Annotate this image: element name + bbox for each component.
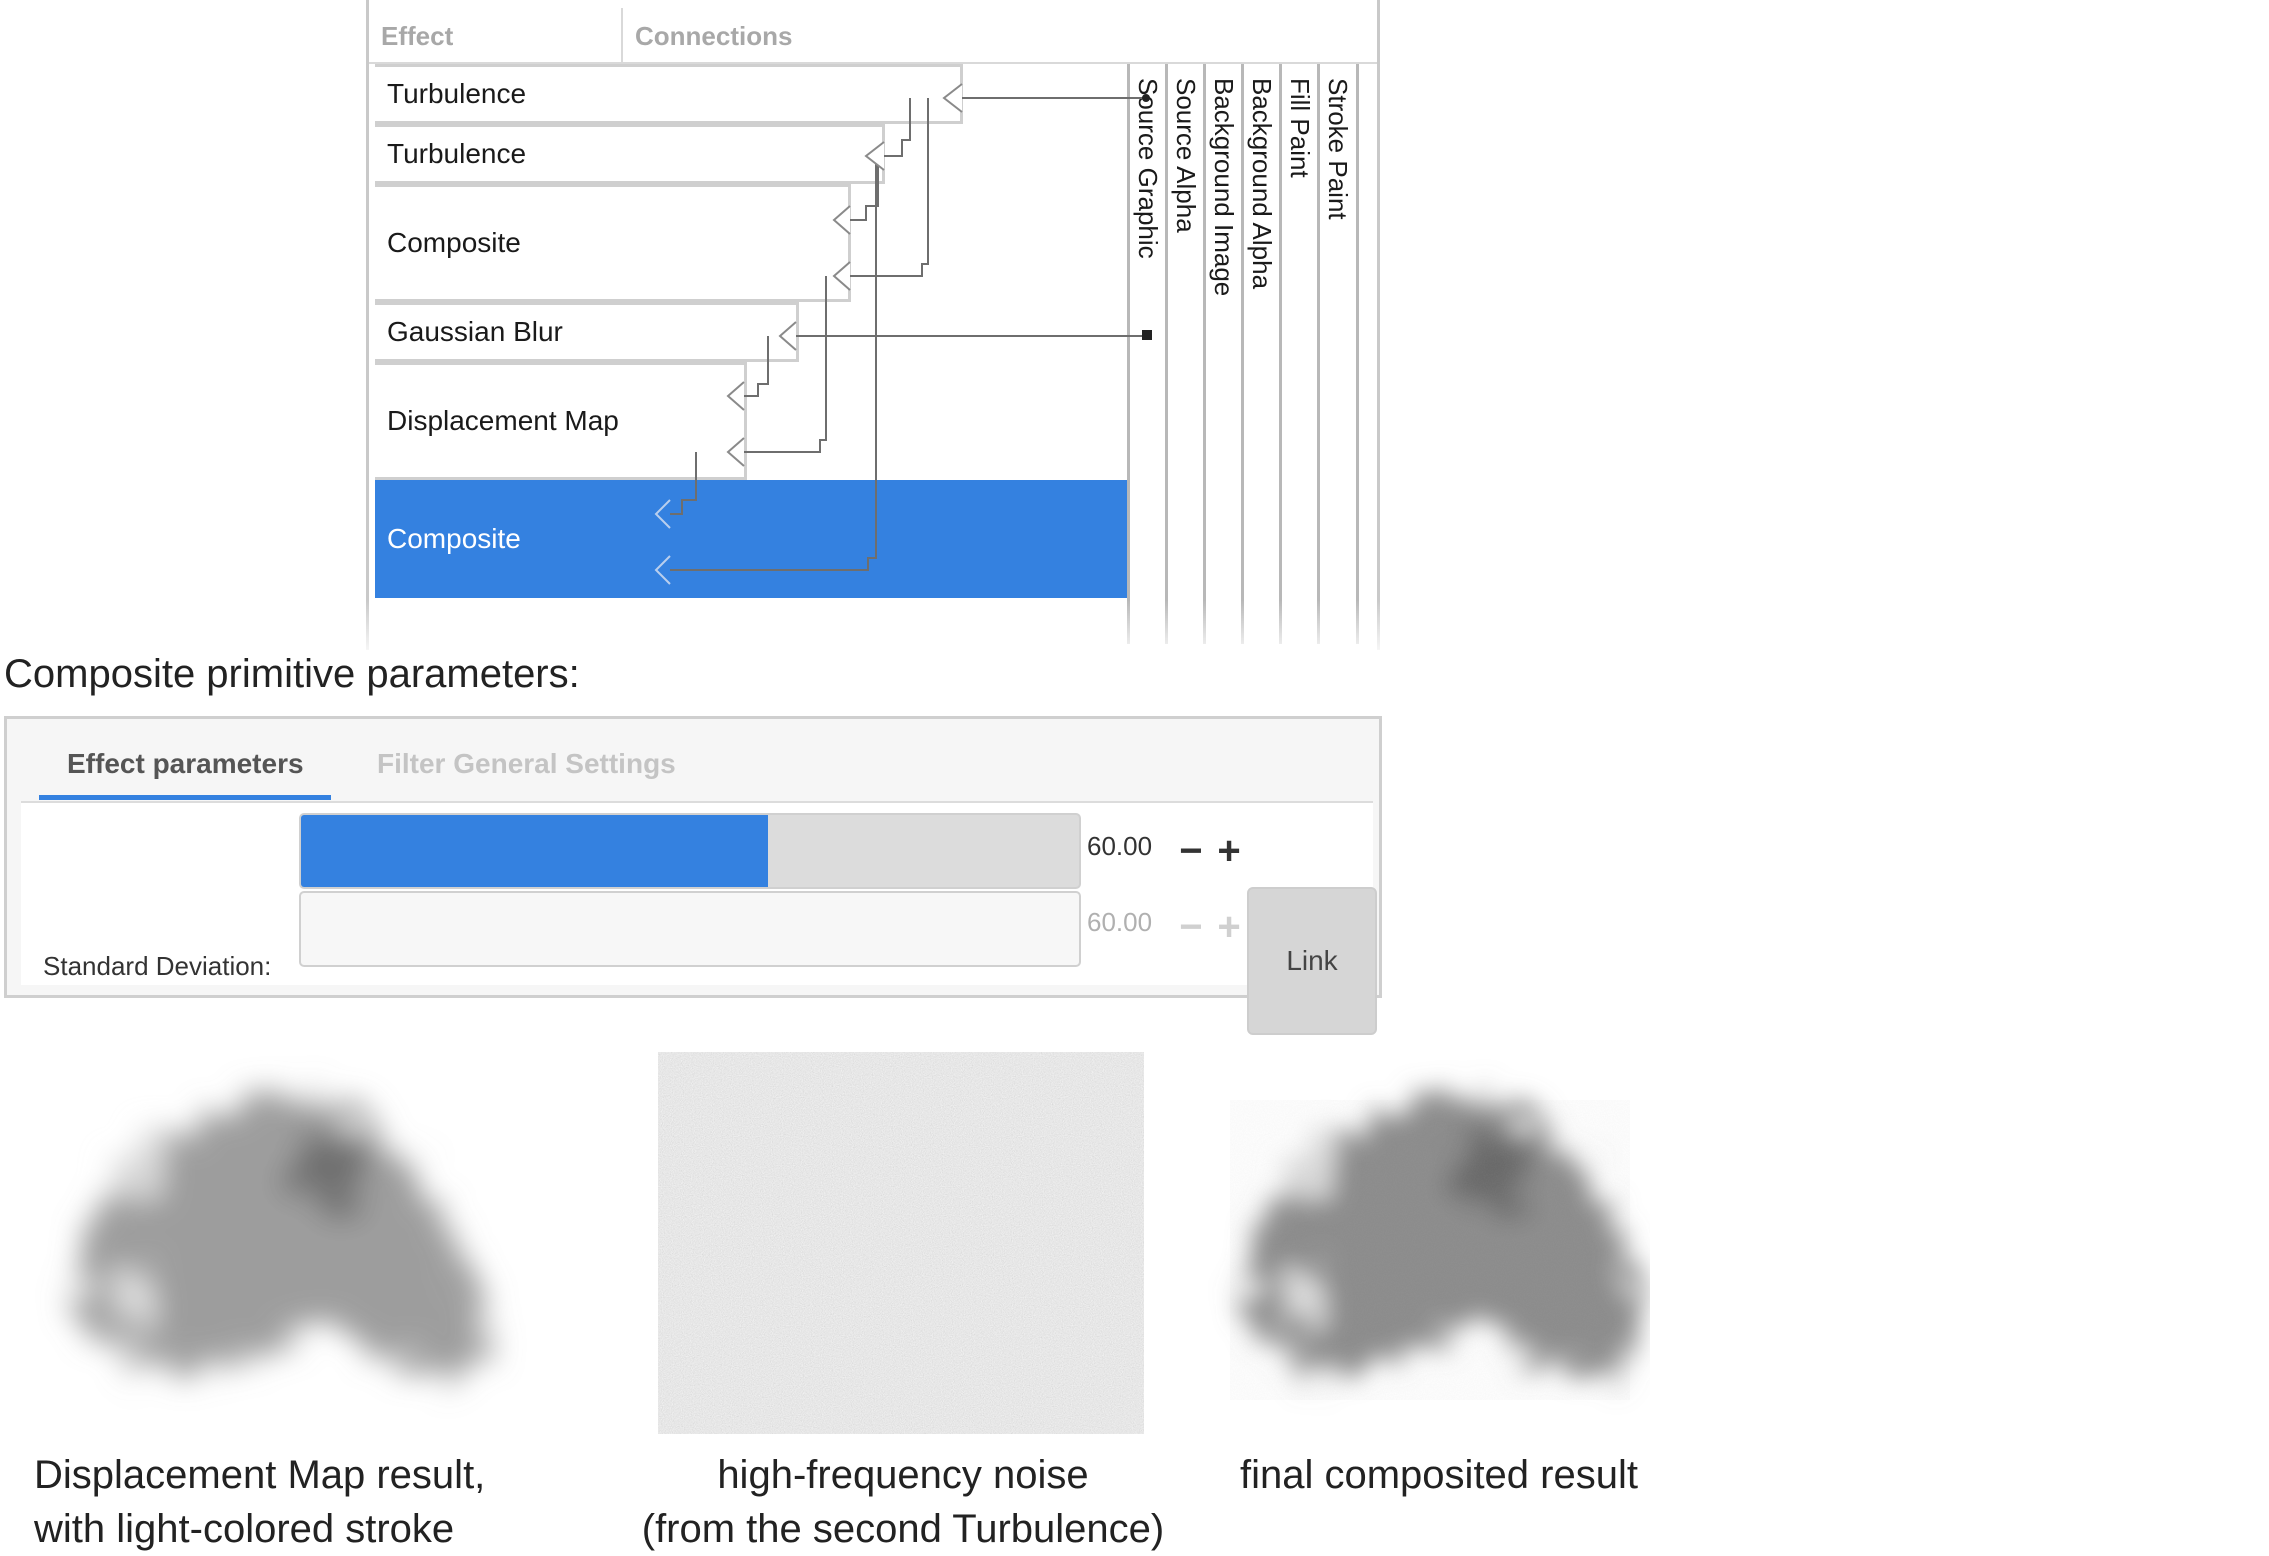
effect-row-gaussian-blur[interactable]: Gaussian Blur xyxy=(375,302,799,362)
caption-line: Displacement Map result, xyxy=(34,1453,486,1497)
tab-effect-parameters[interactable]: Effect parameters xyxy=(67,748,304,779)
connection-line xyxy=(884,98,911,157)
tab-filter-general-settings[interactable]: Filter General Settings xyxy=(377,748,676,779)
std-deviation-x-value[interactable]: 60.00 xyxy=(1087,831,1153,861)
link-button[interactable]: Link xyxy=(1247,887,1377,1035)
input-arrow-icon xyxy=(832,261,851,291)
input-arrow-icon xyxy=(864,141,885,171)
connection-line xyxy=(744,276,827,453)
effect-row-composite-selected[interactable]: Composite xyxy=(375,480,1127,598)
caption-line: with light-colored stroke xyxy=(34,1507,455,1551)
effect-row-turbulence-2[interactable]: Turbulence xyxy=(375,124,885,184)
source-column-background-alpha[interactable]: Background Alpha xyxy=(1241,64,1279,644)
increment-y-button[interactable]: + xyxy=(1217,905,1241,949)
source-label: Fill Paint xyxy=(1285,78,1315,178)
filter-effects-editor: Effect Connections Turbulence Turbulence… xyxy=(366,0,1380,650)
header-bottom-line xyxy=(369,62,1377,64)
caption-line: high-frequency noise xyxy=(717,1453,1089,1497)
slider-fill xyxy=(301,815,768,887)
input-arrow-icon xyxy=(942,83,963,113)
decrement-x-button[interactable]: − xyxy=(1179,829,1203,873)
source-column-background-image[interactable]: Background Image xyxy=(1203,64,1241,644)
connection-line xyxy=(670,156,877,571)
increment-x-button[interactable]: + xyxy=(1217,829,1241,873)
effect-row-composite-1[interactable]: Composite xyxy=(375,184,851,302)
std-deviation-y-value[interactable]: 60.00 xyxy=(1087,907,1153,937)
composite-parameters-title: Composite primitive parameters: xyxy=(4,652,580,696)
source-label: Source Alpha xyxy=(1171,78,1201,233)
effect-row-label: Turbulence xyxy=(387,138,527,169)
effect-row-label: Composite xyxy=(387,227,521,258)
active-tab-indicator xyxy=(39,795,331,800)
source-column-fill-paint[interactable]: Fill Paint xyxy=(1279,64,1317,644)
connections-column-header[interactable]: Connections xyxy=(635,21,793,51)
standard-deviation-label: Standard Deviation: xyxy=(43,951,272,981)
std-deviation-x-slider[interactable] xyxy=(299,813,1081,889)
editor-fade xyxy=(360,600,1390,660)
header-divider xyxy=(621,8,623,64)
effect-row-label: Displacement Map xyxy=(387,405,619,436)
source-column-stroke-paint[interactable]: Stroke Paint xyxy=(1317,64,1359,644)
connection-line xyxy=(744,336,769,397)
decrement-y-button[interactable]: − xyxy=(1179,905,1203,949)
source-label: Background Alpha xyxy=(1247,78,1277,290)
source-label: Source Graphic xyxy=(1133,78,1163,259)
input-arrow-icon xyxy=(726,381,745,411)
effect-row-label: Gaussian Blur xyxy=(387,316,563,347)
displacement-result-caption: Displacement Map result, with light-colo… xyxy=(34,1448,485,1556)
source-label: Background Image xyxy=(1209,78,1239,297)
connection-line xyxy=(850,98,929,277)
effect-row-label: Turbulence xyxy=(387,78,527,109)
connection-graph xyxy=(654,83,1152,585)
input-arrow-icon xyxy=(726,437,745,467)
source-column-source-alpha[interactable]: Source Alpha xyxy=(1165,64,1203,644)
caption-line: (from the second Turbulence) xyxy=(641,1507,1165,1551)
input-arrow-icon xyxy=(654,555,671,585)
high-frequency-noise-image xyxy=(658,1052,1144,1434)
parameters-body: Standard Deviation: 60.00 − + 60.00 − + … xyxy=(21,803,1377,1035)
final-result-caption: final composited result xyxy=(1240,1448,1638,1502)
source-column-source-graphic[interactable]: Source Graphic xyxy=(1127,64,1165,644)
source-connection-dot-icon xyxy=(1142,330,1152,340)
effect-row-label: Composite xyxy=(387,523,521,554)
input-arrow-icon xyxy=(832,205,851,235)
input-arrow-icon xyxy=(778,321,797,351)
displacement-map-result-image xyxy=(78,1095,482,1372)
connection-line xyxy=(850,156,879,221)
effect-row-displacement-map[interactable]: Displacement Map xyxy=(375,362,747,480)
effect-column-header[interactable]: Effect xyxy=(381,21,454,51)
noise-caption: high-frequency noise (from the second Tu… xyxy=(620,1448,1186,1556)
connection-line xyxy=(670,452,697,515)
std-deviation-y-slider[interactable] xyxy=(299,891,1081,967)
effect-parameters-panel: Effect parameters Filter General Setting… xyxy=(4,716,1382,1035)
final-composited-result-image xyxy=(1230,1095,1637,1400)
caption-line: final composited result xyxy=(1240,1453,1638,1497)
tab-separator xyxy=(21,801,1373,803)
input-arrow-icon xyxy=(654,499,671,529)
source-connection-dot-icon xyxy=(1142,94,1150,102)
source-label: Stroke Paint xyxy=(1323,78,1353,220)
